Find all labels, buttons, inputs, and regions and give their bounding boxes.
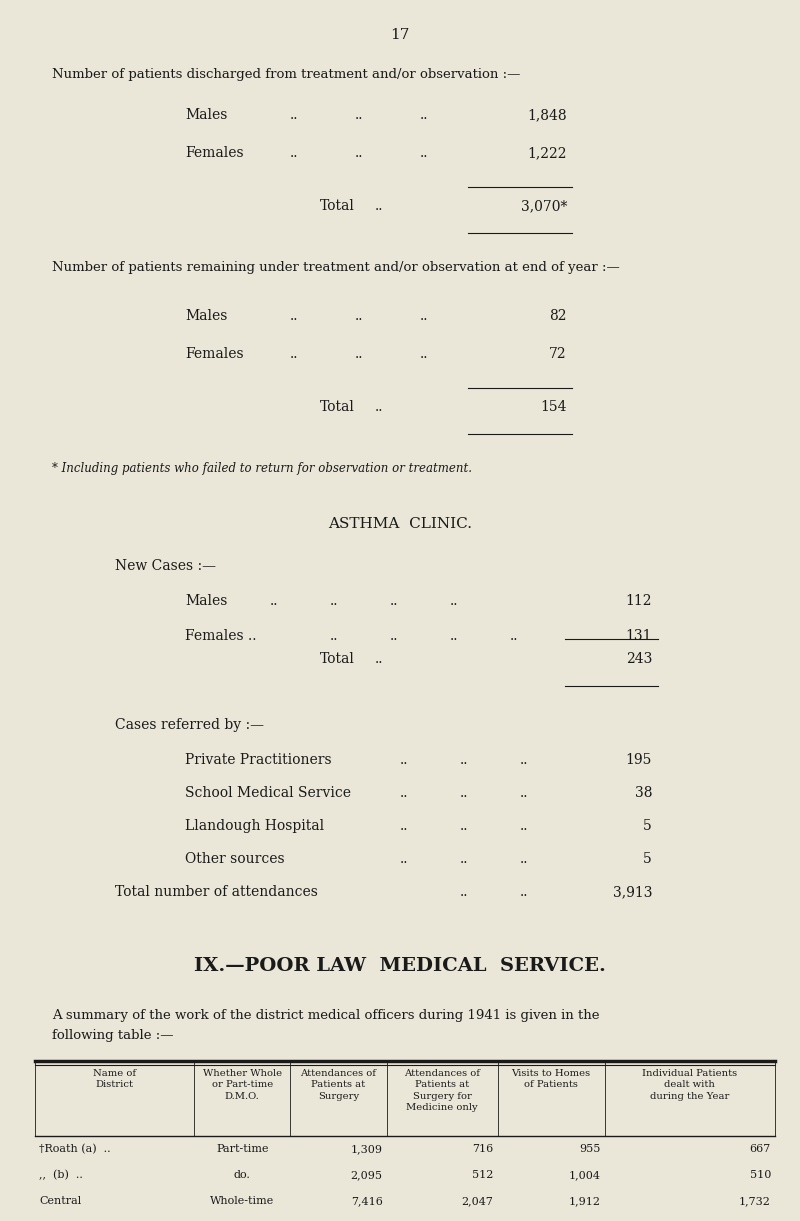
Text: ..: .. (520, 753, 529, 767)
Text: 38: 38 (634, 786, 652, 800)
Text: ..: .. (355, 147, 363, 160)
Text: Total: Total (320, 400, 355, 414)
Text: ..: .. (390, 629, 398, 643)
Text: 1,848: 1,848 (527, 107, 567, 122)
Text: ..: .. (460, 819, 469, 833)
Text: ..: .. (330, 629, 338, 643)
Text: 1,912: 1,912 (569, 1197, 601, 1206)
Text: 112: 112 (626, 593, 652, 608)
Text: Other sources: Other sources (185, 852, 285, 866)
Text: ..: .. (460, 786, 469, 800)
Text: * Including patients who failed to return for observation or treatment.: * Including patients who failed to retur… (52, 462, 472, 475)
Text: Females: Females (185, 147, 244, 160)
Text: Part-time: Part-time (216, 1144, 269, 1154)
Text: ..: .. (400, 819, 409, 833)
Text: 2,095: 2,095 (350, 1170, 382, 1179)
Text: 667: 667 (750, 1144, 771, 1154)
Text: †Roath (a)  ..: †Roath (a) .. (39, 1144, 110, 1154)
Text: ..: .. (460, 885, 469, 899)
Text: ..: .. (290, 147, 298, 160)
Text: ..: .. (400, 786, 409, 800)
Text: ..: .. (510, 629, 518, 643)
Text: Total: Total (320, 199, 355, 212)
Text: ..: .. (355, 309, 363, 324)
Text: ..: .. (520, 819, 529, 833)
Text: ..: .. (290, 107, 298, 122)
Text: Whole-time: Whole-time (210, 1197, 274, 1206)
Text: IX.—POOR LAW  MEDICAL  SERVICE.: IX.—POOR LAW MEDICAL SERVICE. (194, 957, 606, 976)
Text: ..: .. (400, 852, 409, 866)
Text: 1,309: 1,309 (350, 1144, 382, 1154)
Text: Males: Males (185, 593, 227, 608)
Text: 5: 5 (643, 819, 652, 833)
Text: ..: .. (420, 309, 429, 324)
Text: New Cases :—: New Cases :— (115, 559, 216, 573)
Text: Number of patients remaining under treatment and/or observation at end of year :: Number of patients remaining under treat… (52, 261, 620, 274)
Text: ..: .. (520, 786, 529, 800)
Text: 716: 716 (472, 1144, 494, 1154)
Text: 3,913: 3,913 (613, 885, 652, 899)
Text: ..: .. (355, 347, 363, 361)
Text: Whether Whole
or Part-time
D.M.O.: Whether Whole or Part-time D.M.O. (202, 1070, 282, 1101)
Text: ..: .. (450, 593, 458, 608)
Text: A summary of the work of the district medical officers during 1941 is given in t: A summary of the work of the district me… (52, 1009, 599, 1022)
Text: Males: Males (185, 107, 227, 122)
Text: ..: .. (330, 593, 338, 608)
Text: 72: 72 (550, 347, 567, 361)
Text: ,,  (b)  ..: ,, (b) .. (39, 1170, 83, 1181)
Text: do.: do. (234, 1170, 250, 1179)
Text: ..: .. (520, 885, 529, 899)
Text: ..: .. (375, 199, 383, 212)
Text: Total: Total (320, 652, 355, 665)
Text: 3,070*: 3,070* (521, 199, 567, 212)
Text: ..: .. (400, 753, 409, 767)
Text: ..: .. (270, 593, 278, 608)
Text: 7,416: 7,416 (350, 1197, 382, 1206)
Text: ..: .. (420, 347, 429, 361)
Text: 510: 510 (750, 1170, 771, 1179)
Text: ..: .. (375, 400, 383, 414)
Text: 243: 243 (626, 652, 652, 665)
Text: ..: .. (420, 147, 429, 160)
Text: Attendances of
Patients at
Surgery for
Medicine only: Attendances of Patients at Surgery for M… (404, 1070, 480, 1112)
Text: 2,047: 2,047 (462, 1197, 494, 1206)
Text: Number of patients discharged from treatment and/or observation :—: Number of patients discharged from treat… (52, 68, 520, 81)
Text: ..: .. (450, 629, 458, 643)
Text: ..: .. (520, 852, 529, 866)
Text: School Medical Service: School Medical Service (185, 786, 351, 800)
Text: Total number of attendances: Total number of attendances (115, 885, 318, 899)
Text: 1,004: 1,004 (569, 1170, 601, 1179)
Text: ..: .. (355, 107, 363, 122)
Text: ..: .. (460, 753, 469, 767)
Text: 1,222: 1,222 (527, 147, 567, 160)
Text: Individual Patients
dealt with
during the Year: Individual Patients dealt with during th… (642, 1070, 738, 1101)
Text: Central: Central (39, 1197, 82, 1206)
Text: Name of
District: Name of District (93, 1070, 136, 1089)
Text: 154: 154 (541, 400, 567, 414)
Text: ..: .. (375, 652, 383, 665)
Text: 512: 512 (472, 1170, 494, 1179)
Text: following table :—: following table :— (52, 1029, 174, 1042)
Text: Females ..: Females .. (185, 629, 257, 643)
Text: Males: Males (185, 309, 227, 324)
Text: Cases referred by :—: Cases referred by :— (115, 718, 264, 733)
Text: 955: 955 (579, 1144, 601, 1154)
Text: ..: .. (420, 107, 429, 122)
Text: ..: .. (290, 309, 298, 324)
Text: Private Practitioners: Private Practitioners (185, 753, 332, 767)
Text: ..: .. (460, 852, 469, 866)
Text: 17: 17 (390, 28, 410, 42)
Text: ..: .. (390, 593, 398, 608)
Text: Visits to Homes
of Patients: Visits to Homes of Patients (511, 1070, 590, 1089)
Text: 131: 131 (626, 629, 652, 643)
Text: 5: 5 (643, 852, 652, 866)
Text: ASTHMA  CLINIC.: ASTHMA CLINIC. (328, 516, 472, 531)
Text: 82: 82 (550, 309, 567, 324)
Text: 195: 195 (626, 753, 652, 767)
Text: ..: .. (290, 347, 298, 361)
Text: Attendances of
Patients at
Surgery: Attendances of Patients at Surgery (301, 1070, 376, 1101)
Text: 1,732: 1,732 (739, 1197, 771, 1206)
Text: Llandough Hospital: Llandough Hospital (185, 819, 324, 833)
Text: Females: Females (185, 347, 244, 361)
